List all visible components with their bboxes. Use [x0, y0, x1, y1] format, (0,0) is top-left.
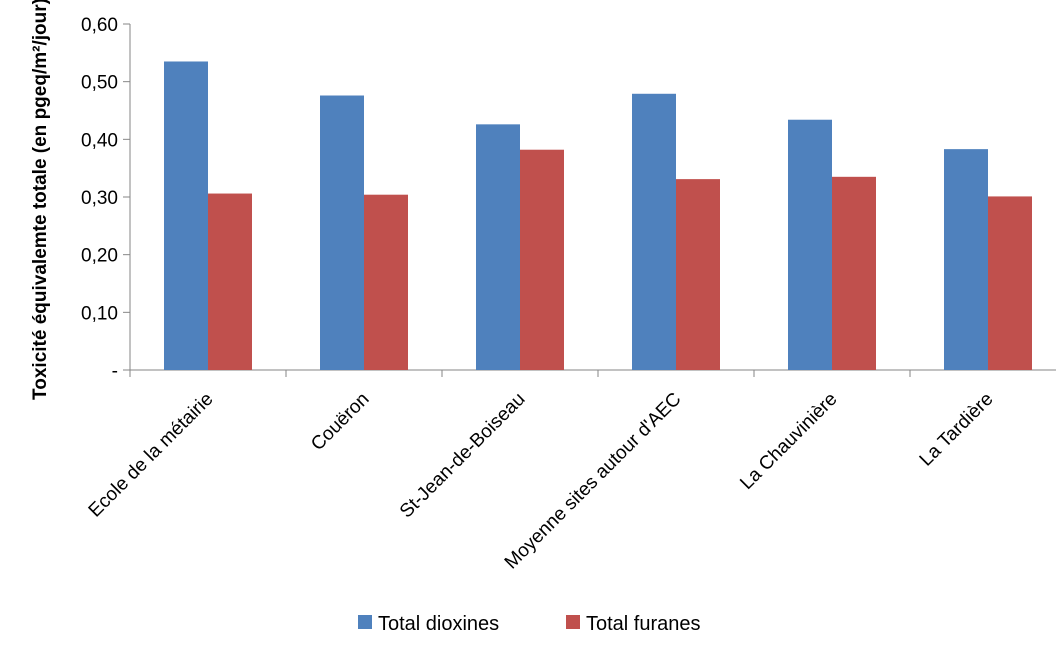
x-tick-label: Ecole de la métairie [85, 389, 218, 522]
bar-furanes [676, 179, 720, 370]
bar-dioxines [476, 124, 520, 370]
x-axis [129, 369, 1056, 377]
legend: Total dioxines Total furanes [358, 613, 701, 635]
y-tick-label: 0,60 [81, 15, 118, 36]
bar-dioxines [944, 149, 988, 370]
x-tick-label: La Chauvinière [736, 389, 841, 494]
x-tick-labels: Ecole de la métairie Couëron St-Jean-de-Bo… [85, 389, 998, 574]
y-axis-label: Toxicité équivalemte totale (en pgeq/m²/… [30, 0, 51, 400]
y-tick-label: 0,50 [81, 73, 118, 94]
bar-furanes [520, 149, 564, 370]
bar-furanes [208, 193, 252, 370]
bar-dioxines [164, 61, 208, 370]
x-tick-label: Moyenne sites autour d'AEC [501, 389, 686, 574]
legend-label: Total dioxines [378, 613, 499, 635]
bars [164, 61, 1032, 371]
bar-dioxines [788, 119, 832, 370]
bar-dioxines [320, 95, 364, 371]
bar-furanes [832, 176, 876, 370]
y-axis: - 0,10 0,20 0,30 0,40 0,50 0,60 [81, 15, 131, 382]
bar-dioxines [632, 93, 676, 370]
y-tick-label: 0,30 [81, 188, 118, 209]
y-tick-label: - [112, 361, 118, 382]
legend-swatch [566, 615, 580, 629]
bar-furanes [364, 194, 408, 370]
y-tick-label: 0,20 [81, 246, 118, 267]
x-tick-label: St-Jean-de-Boiseau [396, 389, 530, 523]
bar-furanes [988, 196, 1032, 370]
legend-label: Total furanes [586, 613, 701, 635]
legend-swatch [358, 615, 372, 629]
y-tick-label: 0,40 [81, 130, 118, 151]
y-tick-label: 0,10 [81, 303, 118, 324]
x-tick-label: Couëron [307, 389, 373, 455]
x-tick-label: La Tardière [916, 389, 998, 471]
